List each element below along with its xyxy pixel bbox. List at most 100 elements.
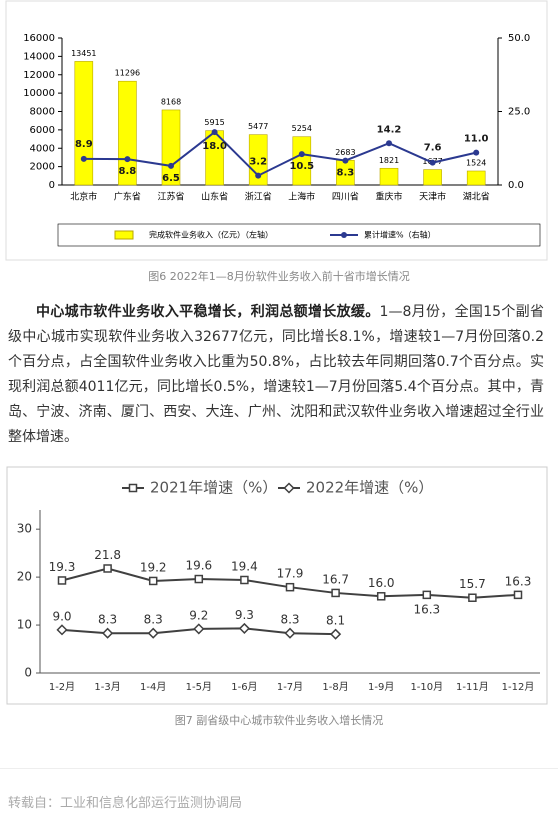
data-label: 3.2	[249, 157, 267, 168]
chart-2: 0 10 20 30 1-2月 1-3月 1-4月 1-5月 1-6月 1-7月 1-8月 1-9月 1…	[6, 466, 548, 705]
data-label: 8168	[161, 97, 181, 106]
line-point	[124, 156, 131, 163]
x-tick-label: 1-3月	[94, 681, 120, 693]
data-label: 19.3	[49, 560, 76, 574]
data-label: 11.0	[464, 134, 489, 145]
data-label: 14.2	[377, 124, 402, 135]
data-label: 16.3	[505, 574, 532, 588]
x-tick-label: 重庆市	[375, 191, 402, 203]
data-label: 15.7	[459, 577, 486, 591]
y-tick-label: 10000	[23, 88, 55, 99]
x-tick-label: 1-5月	[186, 681, 212, 693]
legend-swatch	[283, 482, 295, 494]
legend-swatch	[128, 483, 138, 493]
line-point	[56, 624, 68, 636]
data-label: 17.9	[277, 567, 304, 581]
y-tick-label: 6000	[30, 125, 55, 136]
line-point	[342, 157, 349, 164]
line-point	[255, 172, 262, 179]
chart-1: 0 2000 4000 6000 8000 10000 12000 14000 16000 0.0…	[5, 0, 548, 261]
y2-tick-label: 25.0	[508, 107, 530, 118]
data-label: 8.9	[75, 139, 93, 150]
y-tick-label: 10	[17, 618, 32, 632]
bar	[423, 169, 442, 186]
data-label: 8.8	[119, 166, 137, 177]
y-tick-label: 0	[24, 666, 32, 680]
data-label: 1524	[466, 158, 486, 167]
line-point	[285, 582, 295, 592]
data-label: 16.7	[322, 572, 349, 586]
chart-frame	[5, 0, 548, 261]
data-label: 21.8	[94, 548, 121, 562]
x-tick-label: 1-9月	[368, 681, 394, 693]
y-tick-label: 8000	[30, 107, 55, 118]
source: 转载自：工业和信息化部运行监测协调局	[8, 796, 243, 811]
y-tick-label: 12000	[23, 70, 55, 81]
y2-tick-label: 50.0	[508, 33, 530, 44]
data-label: 16.3	[413, 602, 440, 616]
paragraph-lead: 中心城市软件业务收入平稳增长，利润总额增长放缓。	[36, 304, 380, 320]
line-point	[331, 588, 340, 598]
y-tick-label: 0	[49, 180, 55, 191]
x-tick-label: 四川省	[332, 191, 359, 203]
paragraph: 中心城市软件业务收入平稳增长，利润总额增长放缓。1—8月份，全国15个副省级中心…	[8, 300, 544, 450]
bar	[161, 109, 181, 186]
bar	[466, 170, 486, 186]
line-point	[103, 564, 112, 573]
line-point	[298, 151, 305, 158]
x-tick-label: 1-7月	[277, 681, 303, 693]
y-tick-label: 16000	[23, 33, 55, 44]
x-tick-label: 1-12月	[502, 681, 535, 693]
x-tick-label: 北京市	[70, 191, 97, 203]
data-label: 16.0	[368, 576, 395, 590]
line-point	[57, 576, 67, 585]
figure-caption: 图6 2022年1—8月份软件业务收入前十省市增长情况	[148, 270, 410, 283]
x-tick-label: 广东省	[114, 191, 141, 203]
line-point	[148, 576, 158, 586]
legend-label: 2022年增速（%）	[306, 479, 433, 497]
x-tick-label: 江苏省	[157, 191, 184, 203]
legend-label: 累计增速%（右轴）	[364, 230, 436, 240]
data-label: 9.2	[189, 608, 208, 622]
line-point	[147, 627, 159, 639]
line-point	[284, 627, 296, 639]
line-point	[240, 575, 249, 585]
legend-frame	[57, 223, 541, 247]
x-tick-label: 1-4月	[140, 681, 166, 693]
data-label: 8.3	[144, 613, 163, 627]
line-point	[422, 590, 432, 600]
line	[83, 130, 477, 177]
data-label: 10.5	[289, 161, 314, 172]
line-point	[238, 622, 250, 634]
bar	[292, 136, 312, 186]
line-point	[330, 628, 342, 640]
data-label: 2683	[335, 148, 355, 157]
x-tick-label: 1-11月	[456, 681, 489, 693]
data-label: 6.5	[162, 173, 180, 184]
y-tick-label: 20	[17, 570, 32, 584]
data-label: 8.3	[280, 613, 299, 627]
x-tick-label: 山东省	[201, 191, 228, 203]
y2-tick-label: 0.0	[508, 180, 524, 191]
data-label: 5477	[248, 122, 268, 131]
line-point	[211, 129, 218, 136]
line-point	[102, 627, 114, 639]
line-point	[513, 590, 523, 600]
data-label: 8.1	[326, 614, 345, 628]
separator	[0, 768, 558, 769]
x-tick-label: 1-10月	[410, 681, 443, 693]
data-label: 8.3	[98, 613, 117, 627]
line-point	[386, 140, 392, 147]
x-tick-label: 浙江省	[245, 191, 272, 203]
y-tick-label: 30	[17, 522, 32, 536]
line-point	[168, 162, 174, 169]
line-point	[194, 574, 204, 584]
data-label: 19.4	[231, 559, 258, 573]
data-label: 5915	[204, 118, 224, 127]
y-tick-label: 14000	[23, 51, 55, 62]
data-label: 9.3	[235, 608, 254, 622]
data-label: 9.0	[52, 609, 71, 623]
x-tick-label: 天津市	[419, 191, 446, 203]
x-tick-label: 1-2月	[49, 681, 75, 693]
